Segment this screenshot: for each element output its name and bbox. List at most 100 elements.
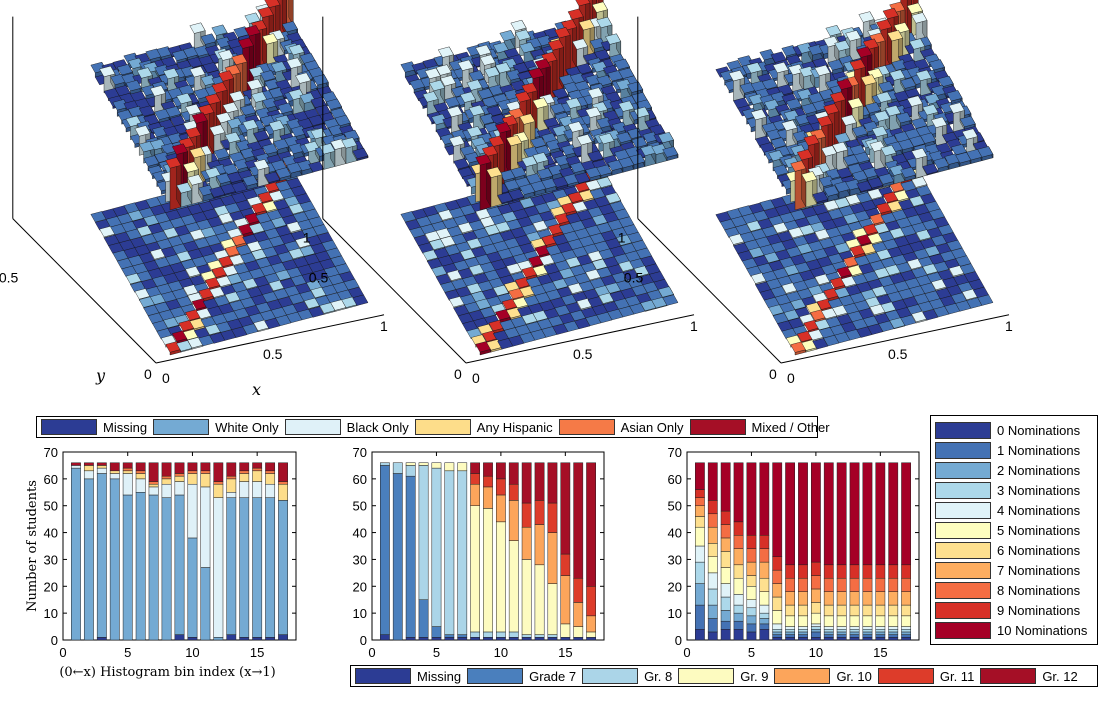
bar-segment xyxy=(798,462,808,566)
bar-segment xyxy=(521,462,532,504)
bar-segment xyxy=(96,467,107,474)
y-tick-label: 0 xyxy=(360,633,367,648)
bar-segment xyxy=(785,629,796,633)
bar-segment xyxy=(83,465,94,472)
cell-top xyxy=(160,142,177,155)
bar-segment xyxy=(586,462,597,587)
bar-segment xyxy=(810,629,821,633)
cell-top xyxy=(521,266,538,278)
bar-segment xyxy=(772,610,783,625)
bar-segment xyxy=(547,462,558,504)
bar-segment xyxy=(836,577,847,592)
bar-segment xyxy=(823,637,834,641)
cell-top xyxy=(213,148,230,160)
legend-item-grade-7: Grade 7 xyxy=(467,668,576,684)
cell-top xyxy=(224,202,241,214)
bar-segment xyxy=(836,637,847,641)
bar-segment xyxy=(901,577,912,592)
bar-segment xyxy=(431,626,442,638)
bar-segment xyxy=(71,465,81,469)
bar-segment xyxy=(213,483,224,498)
bar-segment xyxy=(862,631,873,635)
bar-segment xyxy=(785,626,796,630)
bar-segment xyxy=(265,473,276,485)
cell-top xyxy=(222,265,239,277)
bar-segment xyxy=(798,564,808,579)
bar-segment xyxy=(174,634,185,641)
bar-segment xyxy=(239,637,250,641)
cell-face xyxy=(288,0,294,26)
cell-top xyxy=(270,61,287,73)
bar-segment xyxy=(694,561,705,584)
bar-segment xyxy=(875,577,886,592)
cell-top xyxy=(224,131,241,144)
cell-top xyxy=(229,254,246,266)
cell-top xyxy=(127,57,144,69)
bar-segment xyxy=(746,586,757,600)
bar-segment xyxy=(798,626,808,630)
bar-segment xyxy=(418,462,429,466)
cell-top xyxy=(204,323,221,336)
bar-segment xyxy=(901,564,912,579)
y-tick-label: 40 xyxy=(353,526,367,541)
y-tick-label: 50 xyxy=(353,499,367,514)
bar-segment xyxy=(573,626,584,638)
bar-segment xyxy=(226,634,237,641)
bar-segment xyxy=(746,561,757,576)
bar-segment xyxy=(810,631,821,638)
cell-top xyxy=(422,249,439,261)
bar-segment xyxy=(392,462,403,474)
bar-segment xyxy=(252,470,263,482)
cell-top xyxy=(185,127,202,139)
y-tick-label: 10 xyxy=(44,606,58,621)
cell-top xyxy=(264,0,281,8)
bar-segment xyxy=(694,462,705,490)
bar-segment xyxy=(187,473,198,485)
bar-segment xyxy=(772,637,783,641)
bar-segment xyxy=(200,470,211,474)
bar-segment xyxy=(849,577,860,592)
bar-segment xyxy=(901,462,912,566)
legend-item-gr-11: Gr. 11 xyxy=(877,668,974,684)
y-tick-label: 30 xyxy=(44,552,58,567)
cell-top xyxy=(125,273,142,285)
cell-top xyxy=(198,335,215,347)
bar-segment xyxy=(707,513,718,528)
bar-segment xyxy=(707,500,718,515)
bar-segment xyxy=(875,629,886,633)
bar-segment xyxy=(135,462,146,472)
bar-segment xyxy=(798,615,808,627)
bar-segment xyxy=(379,634,390,641)
bar-segment xyxy=(785,591,796,606)
cell-top xyxy=(262,97,279,109)
bar-segment xyxy=(534,634,545,638)
bar-segment xyxy=(875,564,886,579)
bar-segment xyxy=(785,637,796,641)
bar-segment xyxy=(239,462,250,472)
bar-segment xyxy=(810,612,821,625)
legend-item-black-only: Black Only xyxy=(284,419,409,435)
cell-top xyxy=(125,228,142,240)
bar-segment xyxy=(470,637,481,641)
y-tick-label: 1 xyxy=(0,230,1,246)
bar-segment xyxy=(798,634,808,638)
legend-item-missing: Missing xyxy=(355,668,461,684)
y-axis-line xyxy=(12,218,157,364)
cell-top xyxy=(286,57,303,69)
cell-top xyxy=(501,211,518,223)
x-tick-label: 0 xyxy=(59,645,66,660)
legend-item-gr-10: Gr. 10 xyxy=(774,668,872,684)
cell-top xyxy=(299,245,316,257)
bar-segment xyxy=(148,483,159,488)
bar-segment xyxy=(278,483,288,501)
cell-top xyxy=(127,210,144,222)
bar-segment xyxy=(174,473,185,477)
y-tick-label: 70 xyxy=(668,445,682,460)
cell-top xyxy=(616,234,633,246)
bar-segment xyxy=(720,629,731,641)
bar-segment xyxy=(122,462,133,469)
bar-segment xyxy=(707,572,718,590)
cell-top xyxy=(268,279,285,292)
legend-item-asian-only: Asian Only xyxy=(558,419,684,435)
bar-segment xyxy=(862,634,873,638)
